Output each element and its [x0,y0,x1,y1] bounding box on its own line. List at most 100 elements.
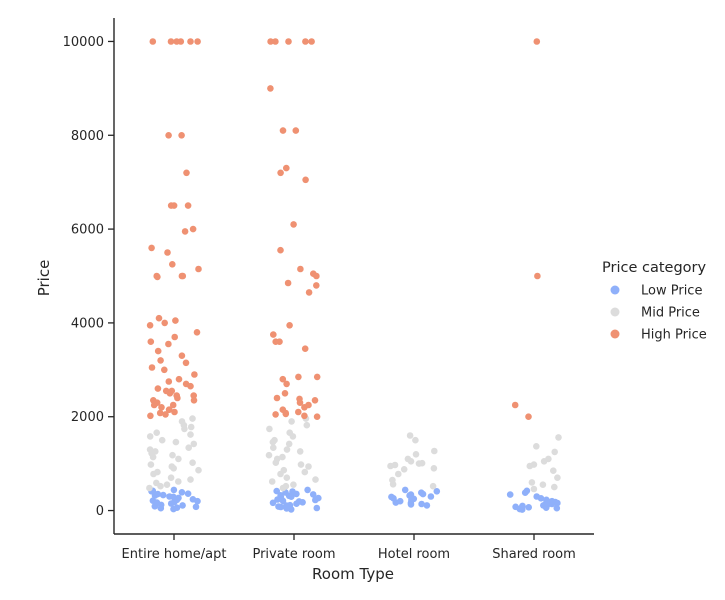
data-point [277,493,285,501]
data-point [269,438,277,446]
data-point [165,378,173,385]
data-point [147,461,155,468]
data-point [148,364,156,371]
data-point [312,476,319,483]
data-point [189,225,197,233]
data-point [313,413,321,421]
data-point [523,487,531,495]
data-point [303,421,311,429]
data-point [272,411,279,418]
legend-marker [610,329,620,339]
data-point [165,406,173,414]
data-point [165,340,172,348]
data-point [530,485,538,493]
legend-label: Low Price [641,284,702,299]
data-point [273,455,281,463]
data-point [267,85,274,92]
data-point [312,496,319,504]
data-point [179,502,186,509]
data-point [154,385,162,392]
data-point [313,282,320,289]
x-tick-label: Entire home/apt [122,547,227,562]
data-point [187,38,194,45]
data-point [193,329,201,336]
data-point [167,202,175,209]
y-axis-ticks: 0 2000 4000 6000 8000 10000 [63,35,114,519]
data-point [295,373,302,381]
data-point [301,345,309,353]
data-point [146,484,153,492]
data-point [284,279,292,287]
data-point [286,429,294,437]
data-point [290,481,297,489]
data-point [192,503,200,511]
data-point [525,413,532,421]
data-point [167,474,175,482]
data-point [279,127,287,134]
x-tick-label: Hotel room [378,547,450,562]
y-axis-label: Price [35,260,53,297]
data-point [395,470,402,478]
data-point [525,504,532,511]
data-point [286,322,293,329]
data-point [273,487,281,495]
data-point [168,387,176,395]
data-point [283,446,291,453]
data-point [283,474,291,482]
data-point [279,375,287,383]
data-point [170,493,177,501]
data-point [272,338,280,346]
data-point [400,466,408,473]
data-point [391,461,399,469]
data-point [305,289,313,296]
data-point [171,333,178,341]
data-point [169,451,176,459]
data-point [169,401,177,409]
data-point [412,436,419,444]
data-point [551,448,558,456]
data-point [305,463,312,470]
data-point [301,412,308,420]
data-point [407,491,415,498]
data-points [146,38,562,513]
data-point [280,466,288,474]
legend-marker [610,307,620,317]
legend-marker [610,285,620,295]
legend-label: High Price [641,328,707,343]
data-point [433,488,441,495]
data-point [554,474,561,482]
data-point [184,490,192,498]
data-point [418,500,425,508]
data-point [179,272,187,280]
data-point [181,228,189,235]
data-point [171,408,178,416]
x-axis-ticks: Entire home/apt Private room Hotel room Sha… [122,534,576,562]
data-point [182,359,190,367]
data-point [412,451,420,458]
data-point [190,397,198,404]
data-point [548,497,556,505]
data-point [533,493,540,500]
data-point [506,491,514,498]
data-point [429,482,437,490]
data-point [185,444,192,452]
data-point [191,371,198,378]
data-point [265,451,273,459]
data-point [290,221,297,228]
data-point [173,392,180,399]
data-point [146,322,154,329]
data-point [175,478,182,485]
data-point [311,397,319,404]
data-point [545,455,552,463]
y-tick-label: 0 [96,504,104,519]
data-point [173,504,181,512]
data-point [313,373,321,381]
y-tick-label: 6000 [71,223,104,238]
data-point [170,486,178,494]
data-point [155,314,163,322]
data-point [528,479,536,486]
data-point [511,401,519,409]
data-point [178,489,186,496]
data-point [401,486,409,494]
